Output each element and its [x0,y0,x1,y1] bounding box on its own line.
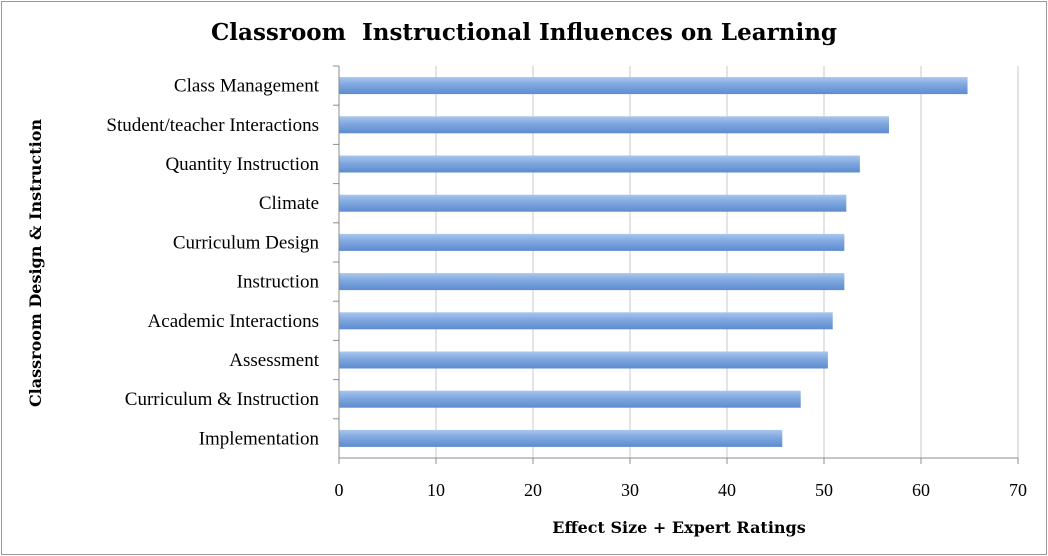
category-label: Implementation [199,428,320,449]
x-tick-label: 0 [335,480,344,500]
x-tick-label: 50 [815,480,833,500]
category-label: Curriculum Design [173,232,320,253]
category-label: Assessment [229,350,319,371]
x-tick-label: 40 [718,480,736,500]
bar [339,273,845,291]
bar [339,77,968,95]
x-tick-labels: 0 10 20 30 40 50 60 70 [335,458,1027,500]
x-tick-label: 30 [621,480,639,500]
y-axis-title: Classroom Design & Instruction [26,119,45,407]
x-axis-title: Effect Size + Expert Ratings [552,518,805,537]
category-label: Student/teacher Interactions [106,115,319,136]
chart-title: Classroom Instructional Influences on Le… [211,19,837,46]
category-label: Academic Interactions [148,311,319,332]
bars [339,77,968,447]
x-tick-label: 20 [524,480,542,500]
category-label: Curriculum & Instruction [125,389,320,410]
bar [339,429,783,447]
category-label: Instruction [237,272,320,293]
x-tick-label: 70 [1009,480,1027,500]
bar [339,155,860,173]
bar [339,351,828,369]
bar [339,116,889,134]
bar [339,312,833,330]
x-tick-label: 60 [912,480,930,500]
x-tick-label: 10 [427,480,445,500]
category-labels: Class Management Student/teacher Interact… [106,65,339,449]
category-label: Quantity Instruction [165,154,319,175]
bar [339,233,845,251]
bar [339,194,847,212]
category-label: Class Management [174,76,320,97]
category-label: Climate [259,193,319,214]
bar [339,390,801,408]
